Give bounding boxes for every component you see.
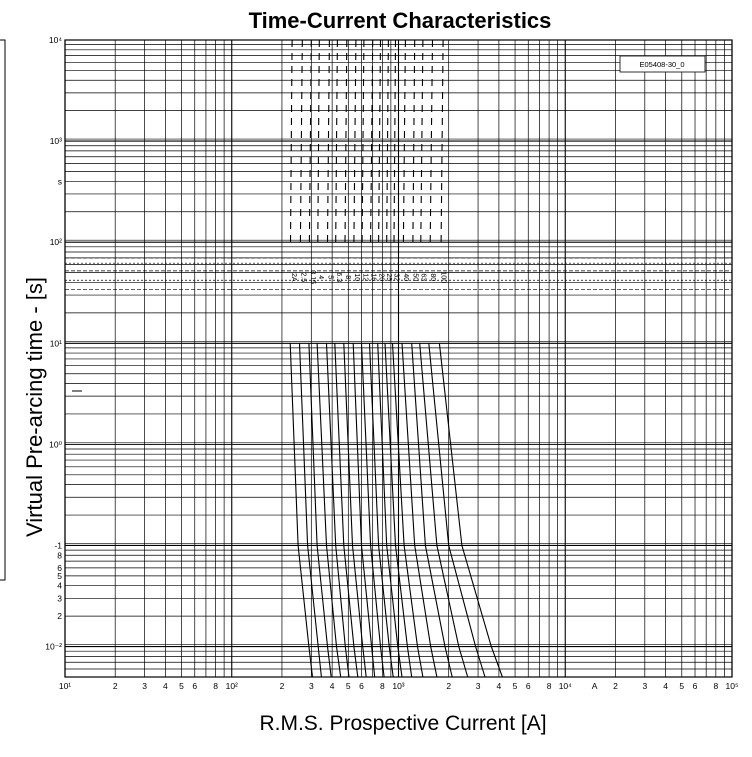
curve-segment	[298, 343, 322, 678]
rating-label: 80	[429, 273, 436, 281]
x-tick-labels: 10¹ 2 3 4 5 6 8 10² 2 3 4 5 6 8 10³ 2 3 4 5 6 8 10⁴ A 2 3 4 5 6 8 10⁵	[59, 681, 739, 691]
x-tick-label: 2	[613, 681, 618, 691]
curve-segment	[438, 343, 503, 678]
rating-label: 4	[317, 275, 324, 279]
chart-title: Time-Current Characteristics	[249, 8, 552, 33]
x-tick-label: 4	[663, 681, 668, 691]
y-axis-label: Virtual Pre-arcing time - [s]	[22, 277, 47, 537]
curve-segment	[419, 343, 469, 678]
rating-label: 32	[392, 273, 399, 281]
rating-label: 16	[369, 273, 376, 281]
y-tick-label: 10⁻²	[45, 642, 62, 652]
curve-segment	[368, 343, 394, 678]
x-tick-label: 6	[526, 681, 531, 691]
x-tick-label: 10¹	[59, 681, 71, 691]
curve-segment	[289, 343, 314, 678]
rating-label: 2A	[290, 273, 297, 282]
plot-frame	[64, 39, 733, 678]
curve-segment	[316, 343, 342, 678]
x-tick-label: 8	[213, 681, 218, 691]
y-tick-label: 10³	[50, 136, 62, 146]
minor-gridlines-vertical	[64, 40, 733, 677]
x-axis-label: R.M.S. Prospective Current [A]	[259, 712, 546, 735]
rating-labels: 2A 2.5 3.15 4 5 6.3 8 10 12 16 20 25 32 40 50 63 80 100	[290, 270, 446, 284]
y-tick-label: 2	[57, 611, 62, 621]
x-tick-label: 2	[446, 681, 451, 691]
rating-label: 100	[439, 271, 446, 283]
fuse-curves	[289, 39, 503, 678]
x-tick-label: 8	[380, 681, 385, 691]
curve-segment	[401, 343, 438, 678]
curve-segment	[391, 343, 424, 678]
curve-segment	[308, 343, 332, 678]
y-tick-label: 10¹	[50, 338, 62, 348]
x-tick-label: A	[592, 681, 598, 691]
chart-tag-box	[619, 55, 706, 73]
y-tick-label: -1	[54, 540, 62, 550]
x-tick-label: 3	[309, 681, 314, 691]
rating-label: 50	[412, 273, 419, 281]
curve-segment	[377, 343, 403, 678]
x-tick-label: 5	[513, 681, 518, 691]
curve-segment	[343, 343, 367, 678]
y-tick-label: 10⁰	[49, 439, 62, 449]
x-tick-label: 6	[359, 681, 364, 691]
x-tick-label: 3	[142, 681, 147, 691]
curve-segment	[428, 343, 486, 678]
x-tick-label: 8	[713, 681, 718, 691]
x-tick-label: 6	[693, 681, 698, 691]
y-tick-label: 10⁴	[49, 35, 62, 45]
rating-label: 2.5	[300, 272, 307, 282]
curve-segment	[352, 343, 376, 678]
curve-segment	[360, 343, 385, 678]
curve-segment	[325, 343, 350, 678]
rating-label: 5	[326, 275, 333, 279]
curve-segment	[334, 343, 359, 678]
x-tick-label: 10⁵	[726, 681, 739, 691]
rating-label: 20	[378, 273, 385, 281]
curve-segment	[384, 343, 413, 678]
transition-band	[65, 257, 732, 290]
rating-label: 8	[344, 275, 351, 279]
x-tick-label: 4	[163, 681, 168, 691]
x-tick-label: 5	[346, 681, 351, 691]
x-tick-label: 4	[330, 681, 335, 691]
x-tick-label: 10³	[392, 681, 404, 691]
y-tick-label: 5	[57, 571, 62, 581]
left-margin-bracket	[0, 39, 6, 581]
x-tick-label: 6	[192, 681, 197, 691]
rating-label: 10	[353, 273, 360, 281]
x-tick-label: 4	[497, 681, 502, 691]
y-tick-label: 10²	[50, 237, 62, 247]
y-tick-labels: 10⁴ 10³ s 10² 10¹ 10⁰ -18 654 3 2 10⁻²	[45, 35, 62, 652]
rating-label: 3.15	[309, 270, 316, 284]
y-tick-label: s	[58, 176, 62, 186]
y-tick-label: 8	[57, 550, 62, 560]
x-tick-label: 3	[642, 681, 647, 691]
rating-label: 12	[362, 273, 369, 281]
x-tick-label: 10²	[226, 681, 238, 691]
y-tick-label: 4	[57, 581, 62, 591]
x-tick-label: 2	[280, 681, 285, 691]
y-tick-label: 6	[57, 563, 62, 573]
x-tick-label: 2	[113, 681, 118, 691]
rating-label: 63	[420, 273, 427, 281]
x-tick-label: 5	[679, 681, 684, 691]
x-tick-label: 8	[547, 681, 552, 691]
x-tick-label: 5	[179, 681, 184, 691]
x-tick-label: 3	[476, 681, 481, 691]
y-tick-label: 3	[57, 593, 62, 603]
rating-label: 25	[385, 273, 392, 281]
rating-label: 6.3	[335, 272, 342, 282]
rating-label: 40	[402, 273, 409, 281]
curve-segment	[411, 343, 453, 678]
chart-tag: E05408-30_0	[639, 60, 684, 69]
x-tick-label: 10⁴	[559, 681, 572, 691]
